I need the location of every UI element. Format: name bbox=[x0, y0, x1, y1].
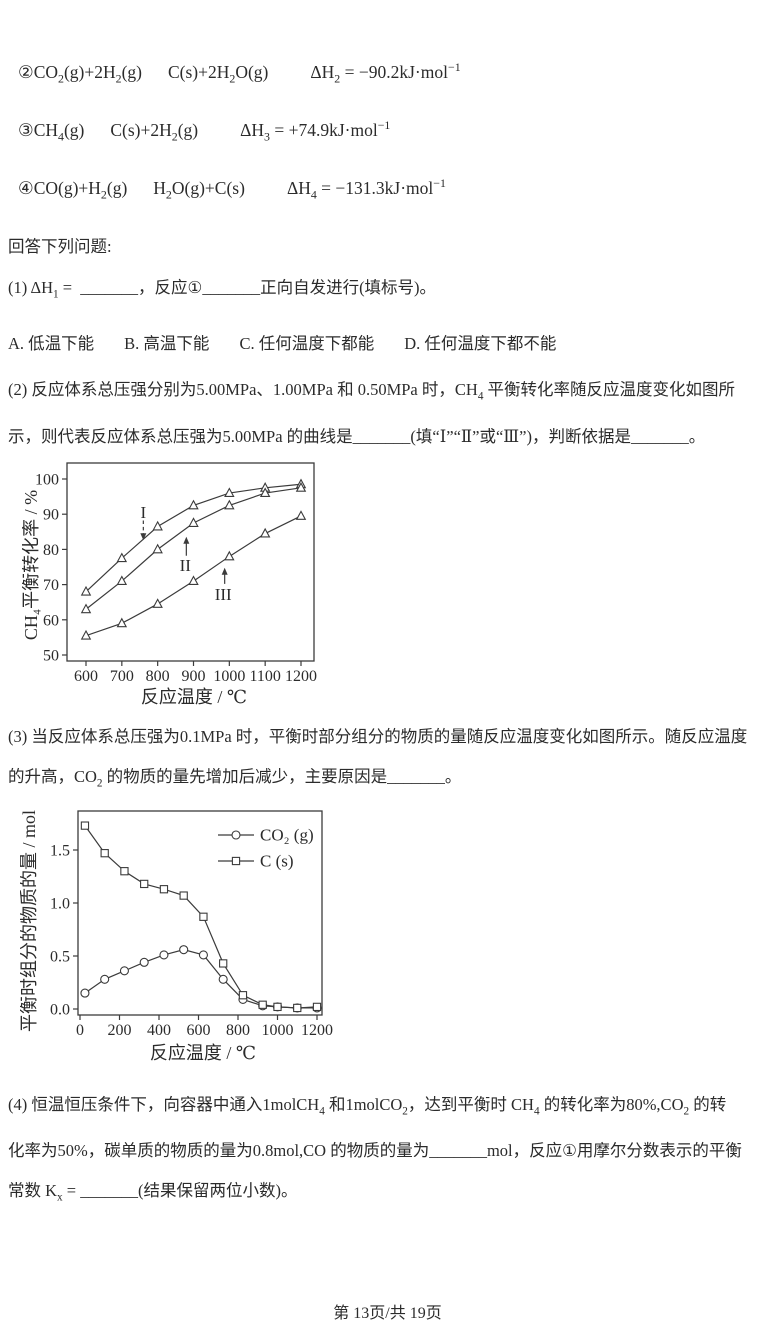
svg-text:0: 0 bbox=[76, 1022, 84, 1039]
svg-text:90: 90 bbox=[43, 506, 59, 523]
svg-text:I: I bbox=[140, 503, 146, 522]
svg-text:600: 600 bbox=[187, 1022, 211, 1039]
svg-text:1000: 1000 bbox=[262, 1022, 294, 1039]
svg-text:600: 600 bbox=[74, 668, 98, 685]
question-4-line-1: (4) 恒温恒压条件下，向容器中通入1molCH4 和1molCO2，达到平衡时… bbox=[8, 1094, 727, 1118]
question-4: (4) 恒温恒压条件下，向容器中通入1molCH4 和1molCO2，达到平衡时… bbox=[8, 1085, 767, 1218]
equation-lhs: ③CH4(g) bbox=[18, 120, 85, 144]
question-2-line-1: (2) 反应体系总压强分别为5.00MPa、1.00MPa 和 0.50MPa … bbox=[8, 380, 736, 403]
svg-text:CO₂ (g): CO₂ (g) bbox=[260, 825, 314, 844]
question-2-line-2: 示，则代表反应体系总压强为5.00MPa 的曲线是_______(填“Ⅰ”“Ⅱ”… bbox=[8, 426, 706, 446]
svg-text:反应温度 / ℃: 反应温度 / ℃ bbox=[150, 1043, 256, 1063]
equations-block: ②CO2(g)+2H2(g) C(s)+2H2O(g) ΔH2 = −90.2kJ·… bbox=[8, 54, 767, 208]
svg-text:60: 60 bbox=[43, 612, 59, 629]
svg-text:0.0: 0.0 bbox=[50, 1001, 70, 1018]
question-3-line-1: (3) 当反应体系总压强为0.1MPa 时，平衡时部分组分的物质的量随反应温度变… bbox=[8, 726, 748, 746]
ch4-conversion-chart: 600 700 800 900 1000 1100 12005060708090100III… bbox=[22, 461, 317, 707]
svg-text:1000: 1000 bbox=[213, 668, 245, 685]
equation-3: ③CH4(g) C(s)+2H2(g) ΔH3 = +74.9kJ·mol−1 bbox=[18, 112, 767, 149]
svg-text:CH₄平衡转化率 / %: CH₄平衡转化率 / % bbox=[22, 489, 41, 639]
option-b: B. 高温下能 bbox=[124, 334, 210, 354]
question-3-line-2: 的升高，CO2 的物质的量先增加后减少，主要原因是_______。 bbox=[8, 766, 462, 789]
question-1: (1) ΔH1 = _______，反应①_______正向自发进行(填标号)。 bbox=[8, 277, 437, 301]
svg-text:800: 800 bbox=[226, 1022, 250, 1039]
svg-text:900: 900 bbox=[182, 668, 206, 685]
equation-rhs: C(s)+2H2O(g) bbox=[167, 61, 269, 86]
species-amount-chart: 0 200 400 600 800 1000 1200 0.0 0.5 1.0 1.5 反应温度 / … bbox=[20, 810, 333, 1063]
svg-text:200: 200 bbox=[108, 1022, 132, 1039]
svg-text:100: 100 bbox=[35, 471, 59, 488]
svg-text:1200: 1200 bbox=[301, 1022, 333, 1039]
svg-text:II: II bbox=[180, 555, 192, 574]
question-4-line-2: 化率为50%，碳单质的物质的量为0.8mol,CO 的物质的量为_______m… bbox=[8, 1141, 742, 1161]
svg-text:80: 80 bbox=[43, 541, 59, 558]
question-4-line-3: 常数 Kx = _______(结果保留两位小数)。 bbox=[8, 1181, 298, 1204]
equation-enthalpy: ΔH4 = −131.3kJ·mol−1 bbox=[286, 176, 446, 202]
svg-text:1.5: 1.5 bbox=[50, 842, 70, 859]
svg-text:III: III bbox=[215, 584, 232, 603]
equation-rhs: H2O(g)+C(s) bbox=[153, 178, 245, 202]
svg-text:1100: 1100 bbox=[249, 668, 280, 685]
svg-text:50: 50 bbox=[43, 647, 59, 664]
svg-text:平衡时组分的物质的量 / mol: 平衡时组分的物质的量 / mol bbox=[20, 810, 39, 1032]
svg-text:800: 800 bbox=[146, 668, 170, 685]
svg-text:反应温度 / ℃: 反应温度 / ℃ bbox=[141, 687, 247, 707]
svg-text:1200: 1200 bbox=[285, 668, 317, 685]
questions-intro: 回答下列问题: bbox=[8, 236, 112, 256]
svg-text:0.5: 0.5 bbox=[50, 948, 70, 965]
equation-enthalpy: ΔH3 = +74.9kJ·mol−1 bbox=[240, 118, 391, 144]
svg-text:700: 700 bbox=[110, 668, 134, 685]
option-a: A. 低温下能 bbox=[8, 334, 95, 354]
question-3: (3) 当反应体系总压强为0.1MPa 时，平衡时部分组分的物质的量随反应温度变… bbox=[8, 717, 767, 803]
equation-2: ②CO2(g)+2H2(g) C(s)+2H2O(g) ΔH2 = −90.2kJ·… bbox=[18, 54, 767, 91]
option-c: C. 任何温度下都能 bbox=[239, 334, 375, 354]
svg-text:400: 400 bbox=[147, 1022, 171, 1039]
equation-lhs: ②CO2(g)+2H2(g) bbox=[18, 61, 142, 86]
page-number: 第 13页/共 19页 bbox=[333, 1305, 442, 1323]
equation-enthalpy: ΔH2 = −90.2kJ·mol−1 bbox=[310, 60, 461, 86]
choice-options: A. 低温下能 B. 高温下能 C. 任何温度下都能 D. 任何温度下都不能 bbox=[8, 331, 767, 357]
svg-text:70: 70 bbox=[43, 577, 59, 594]
svg-text:C (s): C (s) bbox=[260, 851, 294, 870]
option-d: D. 任何温度下都不能 bbox=[404, 334, 557, 354]
equation-rhs: C(s)+2H2(g) bbox=[110, 120, 199, 144]
question-2: (2) 反应体系总压强分别为5.00MPa、1.00MPa 和 0.50MPa … bbox=[8, 370, 767, 456]
equation-lhs: ④CO(g)+H2(g) bbox=[18, 178, 128, 202]
svg-text:1.0: 1.0 bbox=[50, 895, 70, 912]
equation-4: ④CO(g)+H2(g) H2O(g)+C(s) ΔH4 = −131.3kJ·mo… bbox=[18, 171, 767, 208]
